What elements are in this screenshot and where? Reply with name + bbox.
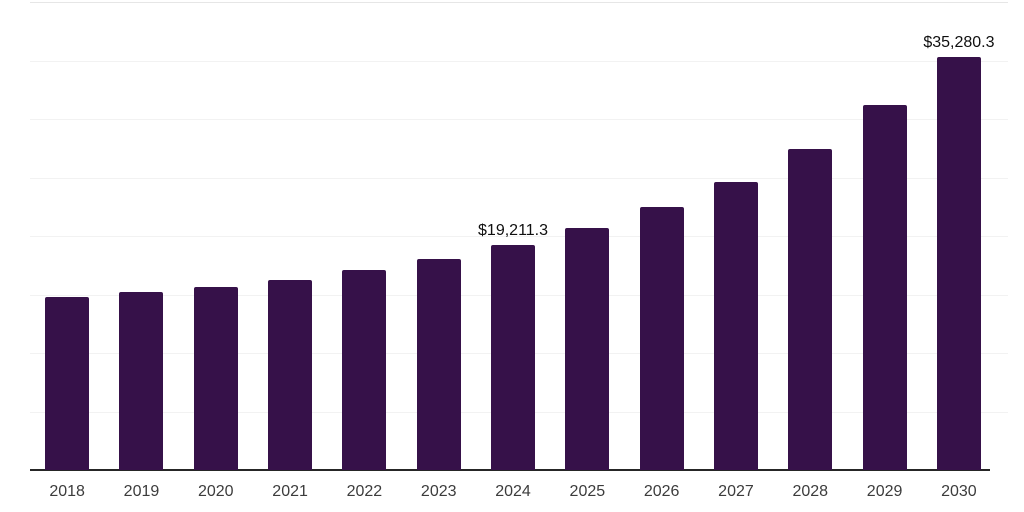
bar-2020 <box>193 286 238 470</box>
bar-band-2024: $19,211.3 <box>476 2 550 470</box>
bar-2026 <box>639 206 684 470</box>
x-axis-label-2026: 2026 <box>643 483 680 500</box>
x-axis-label-2019: 2019 <box>123 483 160 500</box>
bar-band-2030: $35,280.3 <box>922 2 996 470</box>
x-axis-label-2029: 2029 <box>866 483 903 500</box>
bar-band-2026 <box>625 2 699 470</box>
bar-2022 <box>342 269 387 470</box>
gridline <box>30 177 1008 179</box>
bar-2027 <box>713 182 758 470</box>
bar-band-2020 <box>179 2 253 470</box>
x-axis-label-2023: 2023 <box>420 483 457 500</box>
bar-band-2022 <box>327 2 401 470</box>
x-axis-label-2028: 2028 <box>792 483 829 500</box>
x-axis-line <box>30 469 990 471</box>
bar-2019 <box>119 291 164 470</box>
gridline <box>30 60 1008 62</box>
bar-2018 <box>45 297 90 470</box>
bar-band-2021 <box>253 2 327 470</box>
x-axis-label-2018: 2018 <box>49 483 85 500</box>
x-axis-label-2022: 2022 <box>346 483 383 500</box>
bar-band-2023 <box>402 2 476 470</box>
bar-2030 <box>936 57 981 470</box>
x-axis-label-2021: 2021 <box>272 483 308 500</box>
gridline <box>30 2 1008 3</box>
bar-band-2019 <box>104 2 178 470</box>
bar-2029 <box>862 105 907 470</box>
gridline <box>30 236 1008 237</box>
bars-container: $19,211.3 $35,280.3 <box>30 2 996 470</box>
bar-2028 <box>788 149 833 470</box>
data-label-2030: $35,280.3 <box>923 34 995 52</box>
x-axis-label-2024: 2024 <box>495 483 531 500</box>
x-axis-label-2025: 2025 <box>569 483 606 500</box>
bar-band-2027 <box>699 2 773 470</box>
x-axis-label-2030: 2030 <box>941 483 977 500</box>
data-label-2024: $19,211.3 <box>478 222 549 240</box>
gridline <box>30 119 1008 120</box>
bar-2024 <box>491 245 536 470</box>
bar-band-2029 <box>847 2 921 470</box>
bar-2021 <box>268 279 313 470</box>
bar-band-2028 <box>773 2 847 470</box>
x-axis-labels: 2018 2019 2020 2021 2022 2023 2024 2025 2026 2027… <box>30 484 996 500</box>
bar-2025 <box>565 227 610 470</box>
x-axis-label-2020: 2020 <box>197 483 234 500</box>
bar-band-2025 <box>550 2 624 470</box>
x-axis-label-2027: 2027 <box>718 483 754 500</box>
bar-2023 <box>416 258 461 470</box>
bar-band-2018 <box>30 2 104 470</box>
